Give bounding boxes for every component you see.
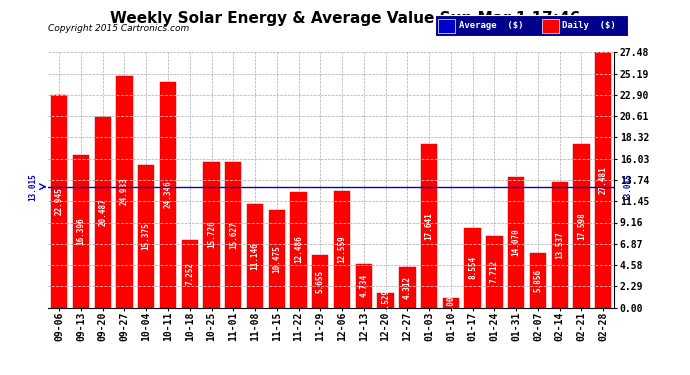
Bar [268,210,285,308]
Bar [443,298,459,307]
Bar [508,177,524,308]
Text: 13.015: 13.015 [28,173,37,201]
Text: Copyright 2015 Cartronics.com: Copyright 2015 Cartronics.com [48,24,190,33]
Bar [160,82,176,308]
Text: 1.529: 1.529 [381,289,390,312]
Text: 24.983: 24.983 [120,178,129,206]
Text: 17.641: 17.641 [424,212,433,240]
Bar [204,162,219,308]
Text: 1.006: 1.006 [446,291,455,314]
Bar [464,228,481,308]
Text: 17.598: 17.598 [577,212,586,240]
Text: 16.396: 16.396 [77,217,86,245]
Text: Weekly Solar Energy & Average Value Sun Mar 1 17:46: Weekly Solar Energy & Average Value Sun … [110,11,580,26]
Bar [312,255,328,308]
Text: 12.486: 12.486 [294,236,303,264]
Bar [486,236,502,308]
Bar [247,204,263,308]
Bar [225,162,241,308]
Text: 15.627: 15.627 [229,221,238,249]
Text: 7.712: 7.712 [490,260,499,283]
Bar [530,253,546,308]
Bar [290,192,307,308]
Bar [551,182,568,308]
Bar [595,53,611,308]
Bar [95,117,111,308]
Text: 5.655: 5.655 [316,270,325,293]
Bar [355,264,372,308]
Text: 27.481: 27.481 [599,166,608,194]
Bar [573,144,590,308]
Text: Average  ($): Average ($) [459,21,523,30]
Bar [400,267,415,308]
Bar [421,144,437,308]
Text: 5.856: 5.856 [533,269,542,292]
Text: 22.945: 22.945 [55,187,63,215]
Text: 7.252: 7.252 [185,262,195,285]
Text: 8.554: 8.554 [468,256,477,279]
Bar [117,76,132,307]
Text: 4.734: 4.734 [359,274,368,297]
Text: 13.537: 13.537 [555,231,564,259]
Text: 24.346: 24.346 [164,181,172,209]
Bar [51,94,68,308]
Text: 10.475: 10.475 [273,245,282,273]
Bar [377,293,394,308]
Text: 4.312: 4.312 [403,276,412,299]
Bar [138,165,155,308]
Bar [181,240,198,308]
Text: 15.726: 15.726 [207,220,216,248]
Bar [72,155,89,308]
Text: 12.559: 12.559 [337,236,346,263]
Text: 15.375: 15.375 [141,222,150,250]
Text: Daily  ($): Daily ($) [562,21,616,30]
Text: 13.015: 13.015 [624,173,633,201]
Text: 20.487: 20.487 [98,199,107,226]
Text: 11.146: 11.146 [250,242,259,270]
Bar [334,191,351,308]
Text: 14.070: 14.070 [512,228,521,256]
